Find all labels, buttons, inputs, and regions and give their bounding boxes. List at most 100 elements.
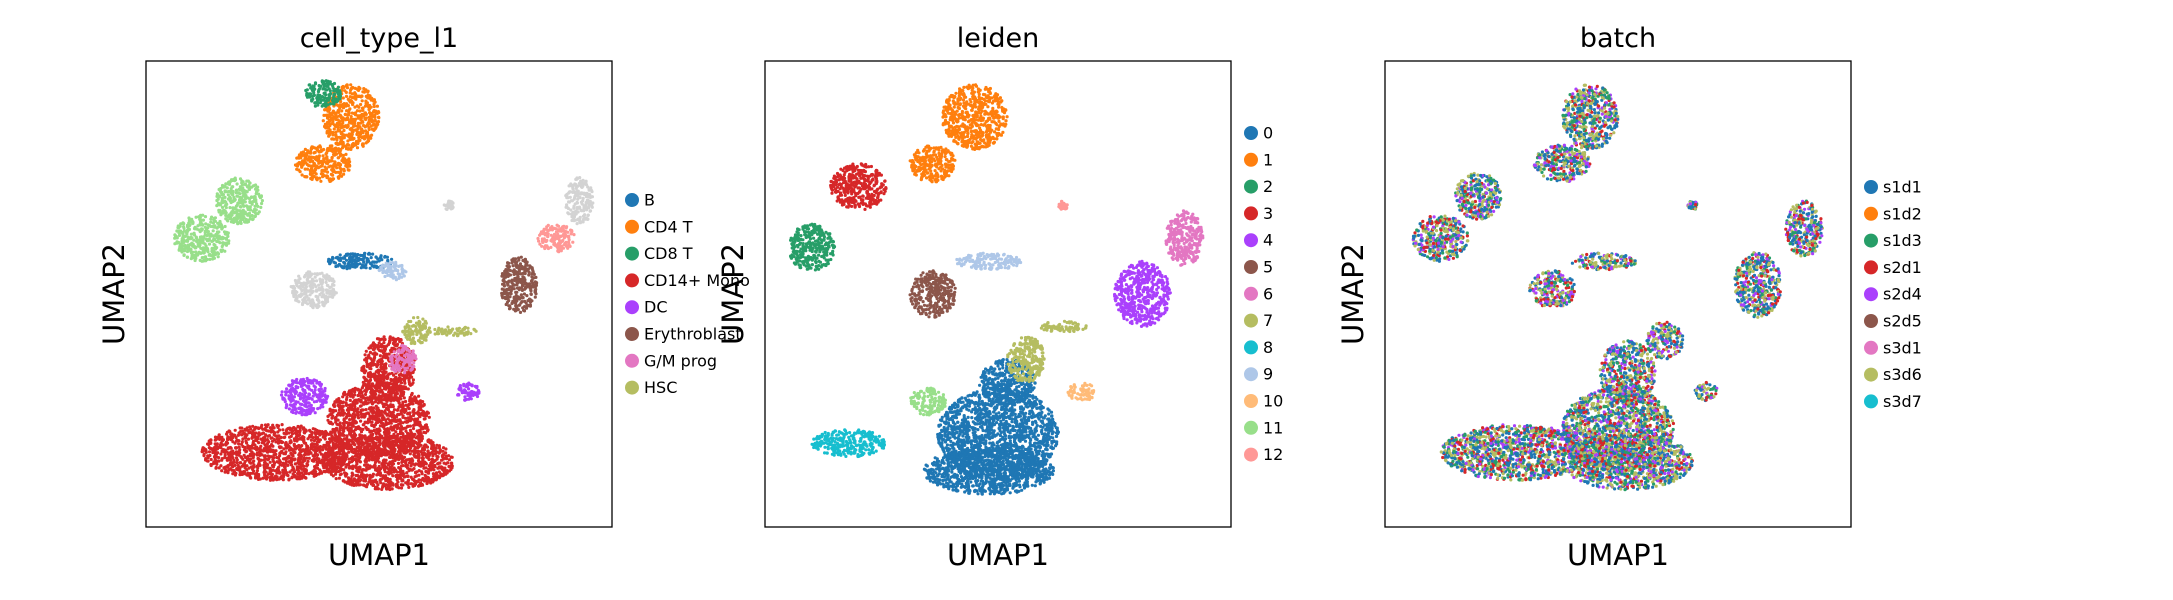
data-point (305, 464, 308, 467)
data-point (413, 464, 416, 467)
data-point (226, 466, 229, 469)
data-point (248, 425, 251, 428)
data-point (237, 439, 240, 442)
data-point (330, 473, 333, 476)
data-point (364, 452, 367, 455)
data-point (217, 435, 220, 438)
data-point (399, 338, 402, 341)
data-point (389, 382, 392, 385)
data-point (343, 125, 346, 128)
data-point (448, 458, 451, 461)
data-point (329, 92, 332, 95)
data-point (271, 424, 274, 427)
data-point (396, 474, 399, 477)
data-point (279, 451, 282, 454)
data-point (450, 462, 453, 465)
data-point (384, 387, 387, 390)
data-point (340, 426, 343, 429)
data-point (351, 450, 354, 453)
data-point (295, 385, 298, 388)
data-point (410, 441, 413, 444)
data-point (316, 463, 319, 466)
data-point (393, 398, 396, 401)
data-point (275, 456, 278, 459)
data-point (234, 473, 237, 476)
data-point (379, 354, 382, 357)
data-point (342, 429, 345, 432)
data-point (297, 401, 300, 404)
data-point (272, 449, 275, 452)
data-point (304, 442, 307, 445)
data-point (263, 438, 266, 441)
data-point (308, 95, 311, 98)
data-point (384, 440, 387, 443)
data-point (368, 466, 371, 469)
data-point (256, 465, 259, 468)
data-point (375, 421, 378, 424)
data-point (419, 430, 422, 433)
data-point (366, 365, 369, 368)
data-point (385, 371, 388, 374)
data-point (377, 401, 380, 404)
data-point (291, 449, 294, 452)
data-point (347, 407, 350, 410)
data-point (334, 430, 337, 433)
data-point (226, 431, 229, 434)
data-point (330, 412, 333, 415)
data-point (383, 423, 386, 426)
data-point (210, 464, 213, 467)
data-point (415, 399, 418, 402)
data-point (264, 433, 267, 436)
data-point (329, 421, 332, 424)
data-point (372, 362, 375, 365)
data-point (241, 430, 244, 433)
data-point (345, 473, 348, 476)
data-point (388, 372, 391, 375)
data-point (313, 101, 316, 104)
data-point (354, 458, 357, 461)
data-point (354, 426, 357, 429)
data-point (288, 407, 291, 410)
data-point (392, 470, 395, 473)
data-point (410, 376, 413, 379)
data-point (398, 413, 401, 416)
data-point (281, 390, 284, 393)
data-point (384, 436, 387, 439)
data-point (434, 459, 437, 462)
data-point (308, 457, 311, 460)
data-point (403, 435, 406, 438)
data-point (217, 460, 220, 463)
data-point (447, 465, 450, 468)
data-point (306, 453, 309, 456)
data-point (226, 437, 229, 440)
data-point (324, 387, 327, 390)
panel-cell-type: cell_type_l1UMAP1UMAP2BCD4 TCD8 TCD14+ M… (97, 23, 750, 572)
data-point (313, 400, 316, 403)
data-point (288, 470, 291, 473)
data-point (411, 410, 414, 413)
data-point (364, 100, 367, 103)
data-point (315, 456, 318, 459)
data-point (356, 394, 359, 397)
data-point (344, 113, 347, 116)
data-point (377, 411, 380, 414)
data-point (249, 445, 252, 448)
data-point (289, 390, 292, 393)
data-point (248, 431, 251, 434)
data-point (300, 444, 303, 447)
data-point (269, 467, 272, 470)
data-point (303, 380, 306, 383)
data-point (303, 175, 306, 178)
data-point (385, 487, 388, 490)
data-point (357, 117, 360, 120)
data-point (360, 391, 363, 394)
data-point (371, 475, 374, 478)
data-point (411, 478, 414, 481)
data-point (325, 161, 328, 164)
data-point (353, 405, 356, 408)
data-point (427, 449, 430, 452)
data-point (383, 405, 386, 408)
data-point (375, 473, 378, 476)
data-point (348, 165, 351, 168)
data-point (406, 404, 409, 407)
